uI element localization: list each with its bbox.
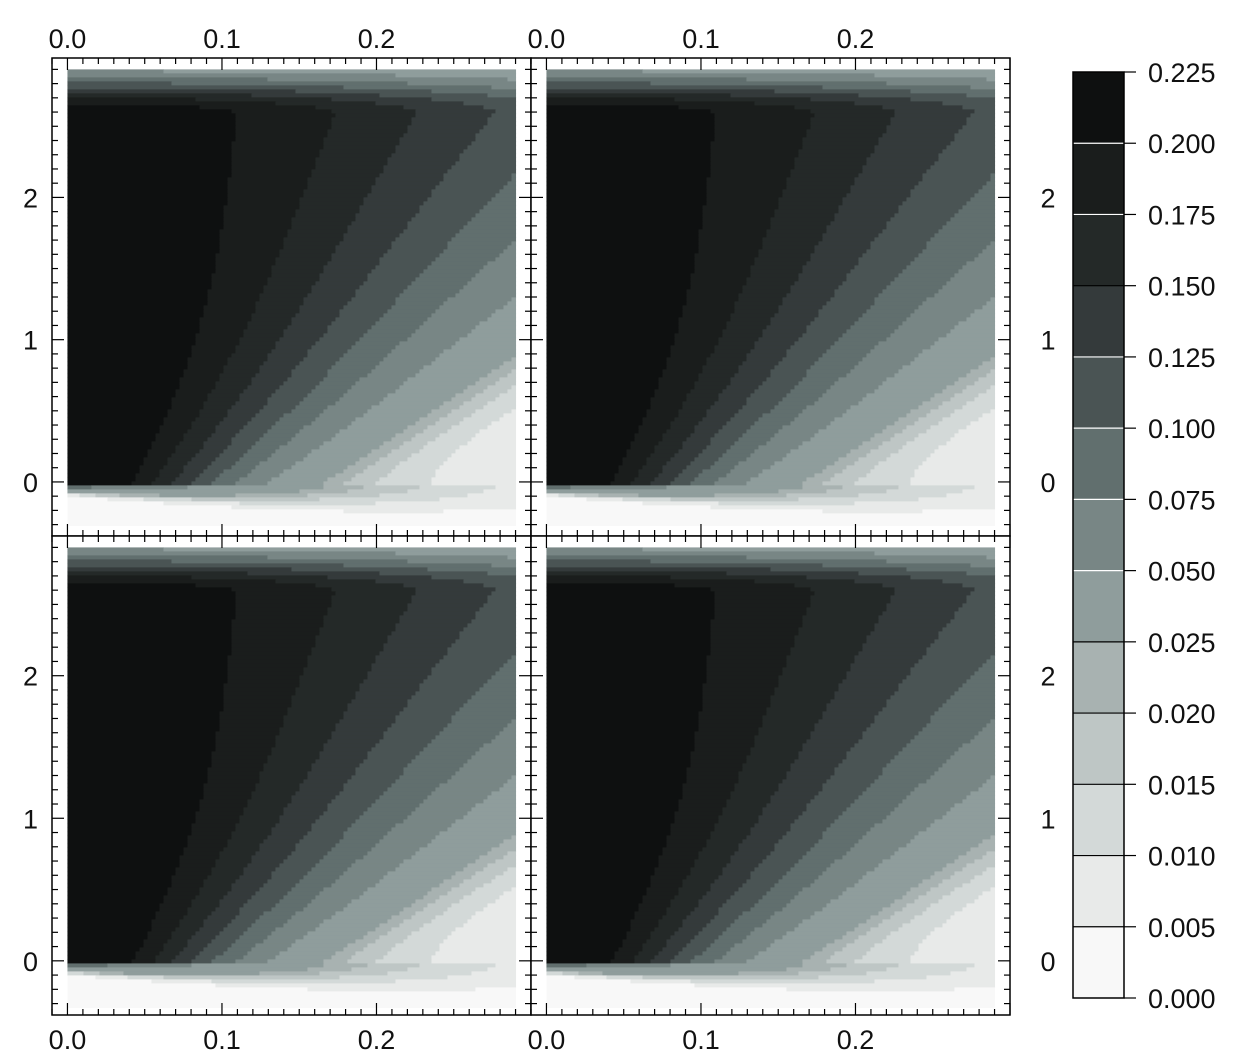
colorbar-band [1073, 499, 1124, 572]
y-tick-label: 1 [1040, 326, 1055, 356]
y-tick-label: 1 [23, 326, 38, 356]
colorbar-tick-label: 0.225 [1148, 58, 1216, 88]
y-tick-label: 0 [23, 468, 38, 498]
colorbar-tick-label: 0.000 [1148, 984, 1216, 1014]
x-tick-label: 0.0 [528, 24, 566, 54]
panel-bottom-right: 0.0 0.1 0.2 0 1 2 [528, 535, 1056, 1055]
colorbar-band [1073, 428, 1124, 500]
colorbar-tick-label: 0.075 [1148, 485, 1216, 515]
colorbar-tick-label: 0.005 [1148, 913, 1216, 943]
colorbar-tick-label: 0.015 [1148, 770, 1216, 800]
panel-ticks [530, 58, 1011, 536]
colorbar-band [1073, 72, 1124, 144]
panel-top-left: 0.0 0.1 0.2 0 1 2 [23, 24, 532, 537]
colorbar-tick-label: 0.025 [1148, 628, 1216, 658]
colorbar-tick-label: 0.200 [1148, 129, 1216, 159]
x-tick-label: 0.1 [682, 24, 720, 54]
x-tick-label: 0.1 [203, 1025, 241, 1055]
panel-ticks [51, 58, 532, 536]
colorbar-tick-label: 0.020 [1148, 699, 1216, 729]
y-tick-label: 0 [23, 947, 38, 977]
colorbar-tick-label: 0.050 [1148, 557, 1216, 587]
y-tick-label: 2 [1040, 662, 1055, 692]
colorbar-band [1073, 926, 1124, 999]
y-tick-label: 2 [23, 183, 38, 213]
panel-ticks [530, 536, 1011, 1015]
y-tick-label: 1 [23, 804, 38, 834]
colorbar-tick-label: 0.150 [1148, 272, 1216, 302]
colorbar: 0.000 0.005 0.010 0.015 0.020 0.025 0.050 0.075… [1072, 58, 1216, 1014]
x-tick-label: 0.2 [358, 1025, 396, 1055]
colorbar-band [1073, 570, 1124, 643]
y-tick-label: 0 [1040, 468, 1055, 498]
colorbar-band [1073, 784, 1124, 857]
colorbar-band [1073, 855, 1124, 928]
colorbar-tick-label: 0.100 [1148, 414, 1216, 444]
y-tick-label: 2 [23, 662, 38, 692]
x-tick-label: 0.1 [203, 24, 241, 54]
y-tick-label: 1 [1040, 804, 1055, 834]
colorbar-frame [1072, 71, 1125, 999]
colorbar-band [1073, 713, 1124, 785]
x-tick-label: 0.0 [49, 1025, 87, 1055]
colorbar-tick-label: 0.175 [1148, 200, 1216, 230]
colorbar-tick-label: 0.010 [1148, 842, 1216, 872]
contour-fill [67, 547, 517, 1009]
colorbar-tick-label: 0.125 [1148, 343, 1216, 373]
x-tick-label: 0.1 [682, 1025, 720, 1055]
x-tick-label: 0.2 [837, 1025, 875, 1055]
contour-fill [67, 69, 517, 526]
x-tick-label: 0.0 [528, 1025, 566, 1055]
y-tick-label: 2 [1040, 183, 1055, 213]
colorbar-band [1073, 356, 1124, 429]
colorbar-band [1073, 143, 1124, 215]
colorbar-band [1073, 285, 1124, 358]
colorbar-band [1073, 214, 1124, 287]
contour-fill [546, 69, 996, 526]
contour-fill [546, 547, 996, 1009]
x-tick-label: 0.0 [49, 24, 87, 54]
panel-top-right: 0.0 0.1 0.2 0 1 2 [528, 24, 1056, 537]
y-tick-label: 0 [1040, 947, 1055, 977]
colorbar-band [1073, 641, 1124, 714]
panel-bottom-left: 0.0 0.1 0.2 0 1 2 [23, 535, 532, 1055]
x-tick-label: 0.2 [837, 24, 875, 54]
x-tick-label: 0.2 [358, 24, 396, 54]
